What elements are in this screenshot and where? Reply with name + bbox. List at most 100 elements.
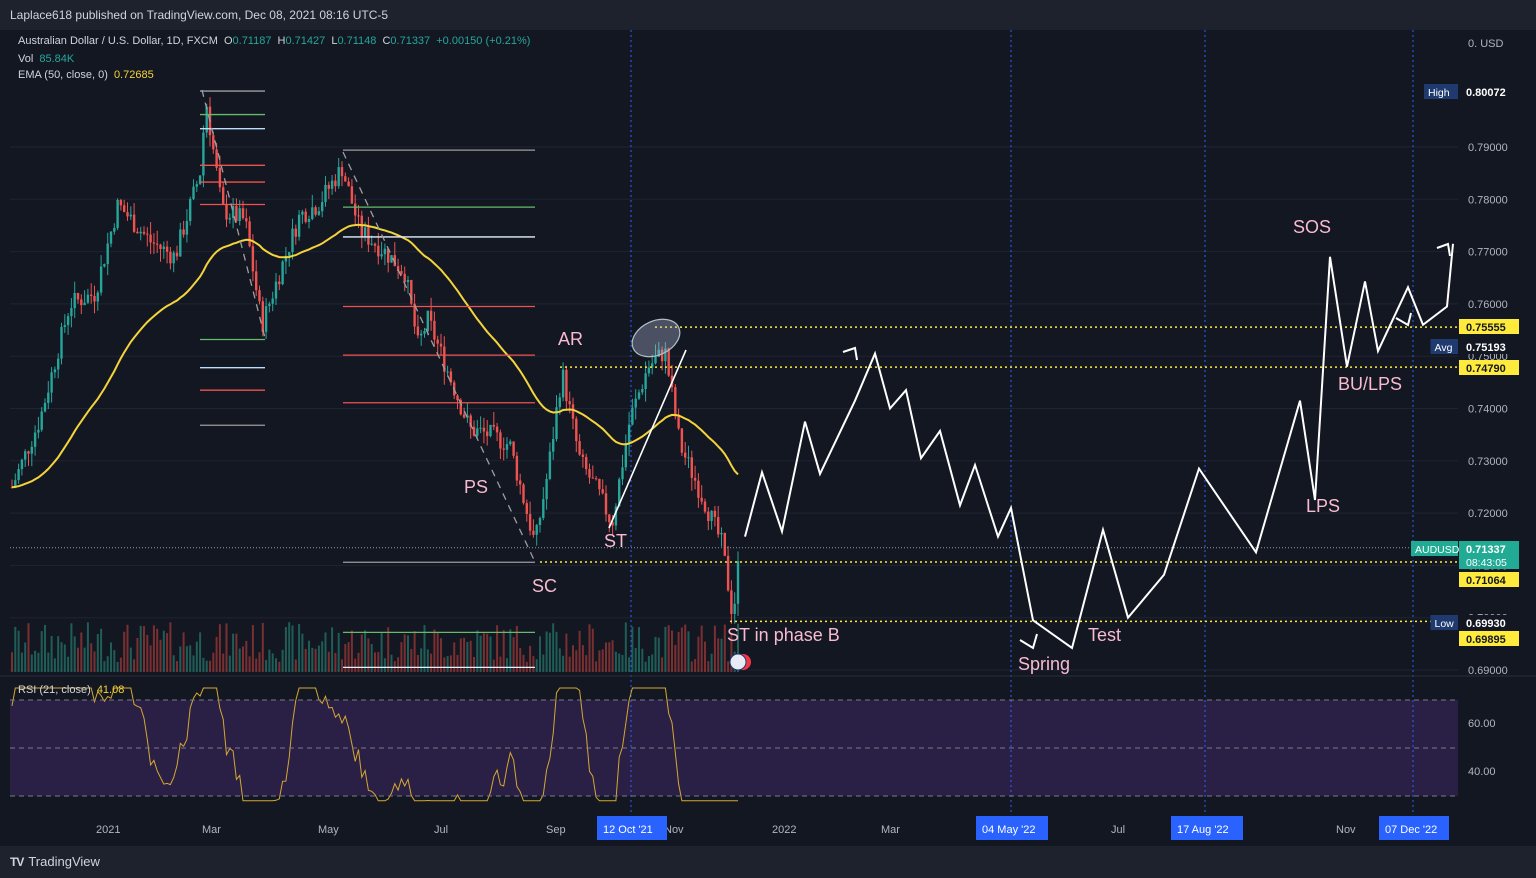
wyckoff-label-st-in-phase-b: ST in phase B [727,625,840,645]
candle-body [641,389,644,393]
candle-body [693,477,697,481]
candle-body [611,522,614,526]
volume-bar [199,632,202,672]
volume-bar [671,630,673,672]
wyckoff-label-spring: Spring [1018,654,1070,674]
candle-body [139,231,142,234]
volume-bar [601,649,604,672]
volume-bar [568,656,571,672]
candle-body [354,203,357,216]
price-axis-currency: 0. USD [1468,38,1504,50]
volume-bar [499,656,502,672]
volume-bar [212,652,215,672]
price-tick-label: 0.74000 [1468,404,1508,416]
candle-body [400,271,403,274]
candle-body [218,167,222,188]
candle-body [476,428,479,436]
candle-body [142,231,146,234]
price-badge-value: 0.69895 [1466,634,1506,646]
volume-bar [387,627,390,672]
candle-body [245,218,248,222]
candle-body [489,424,492,437]
ohlc-open: 0.71187 [232,35,272,47]
volume-bar [294,659,297,672]
candle-body [416,326,420,336]
ema-value: 0.72685 [113,69,154,81]
candle-body [604,493,608,515]
candle-body [726,555,730,591]
volume-label: Vol [18,53,34,65]
volume-bar [598,650,601,672]
candle-body [337,167,340,187]
volume-bar [377,652,380,672]
tradingview-brand[interactable]: TV TradingView [10,854,100,869]
candle-body [340,167,344,177]
candle-body [175,252,179,257]
volume-value: 85.84K [39,53,75,65]
candle-body [14,480,17,488]
candle-body [456,395,459,401]
volume-bar [222,653,225,672]
volume-bar [651,654,654,672]
candle-body [20,459,24,470]
candle-body [733,603,736,614]
volume-bar [27,623,30,672]
candle-body [383,248,387,255]
volume-bar [179,646,182,672]
candle-body [370,243,373,245]
volume-bar [664,626,667,672]
candle-body [545,478,548,500]
time-highlight-badge [597,816,667,840]
candle-body [106,243,109,265]
volume-bar [443,657,446,672]
wyckoff-label-ps: PS [464,477,488,497]
volume-bar [687,631,690,672]
volume-bar [57,636,60,672]
candle-body [588,469,591,478]
volume-bar [430,653,433,672]
candle-body [258,290,261,302]
candle-body [443,346,446,372]
volume-bar [492,659,495,672]
ohlc-h-label: H [277,35,286,47]
candle-body [390,255,393,263]
candle-body [152,242,156,244]
volume-bar [152,625,155,672]
candle-body [212,135,215,150]
volume-bar [479,635,482,672]
price-chart[interactable]: 0.790000.780000.770000.760000.750000.740… [0,0,1536,846]
projection-arrowhead [1019,633,1038,650]
volume-bar [129,647,132,672]
candle-body [730,590,733,614]
candle-body [723,532,726,556]
price-badge-label-bg [1424,84,1458,99]
volume-bar [146,634,149,672]
price-badge-bg [1459,541,1519,569]
candle-body [446,371,449,373]
candle-body [631,407,634,425]
time-tick-label: May [318,824,339,836]
candle-body [439,343,443,347]
volume-bar [235,633,238,672]
volume-bar [542,654,545,672]
volume-bar [166,633,169,672]
time-tick-label: Mar [881,824,900,836]
candle-body [99,266,103,293]
candle-body [165,246,169,252]
price-badge-label-bg [1411,541,1458,556]
volume-bar [519,647,522,672]
candle-body [327,184,330,189]
candle-body [33,432,37,447]
volume-bar [162,630,165,672]
candle-body [654,356,657,364]
candle-body [598,478,601,490]
candle-body [235,206,238,221]
candle-body [264,306,268,332]
candle-body [53,369,57,373]
candle-body [594,478,598,480]
volume-bar [324,632,327,672]
candle-body [532,530,535,535]
candle-body [420,333,423,336]
candle-body [667,348,670,376]
candle-body [294,228,297,237]
